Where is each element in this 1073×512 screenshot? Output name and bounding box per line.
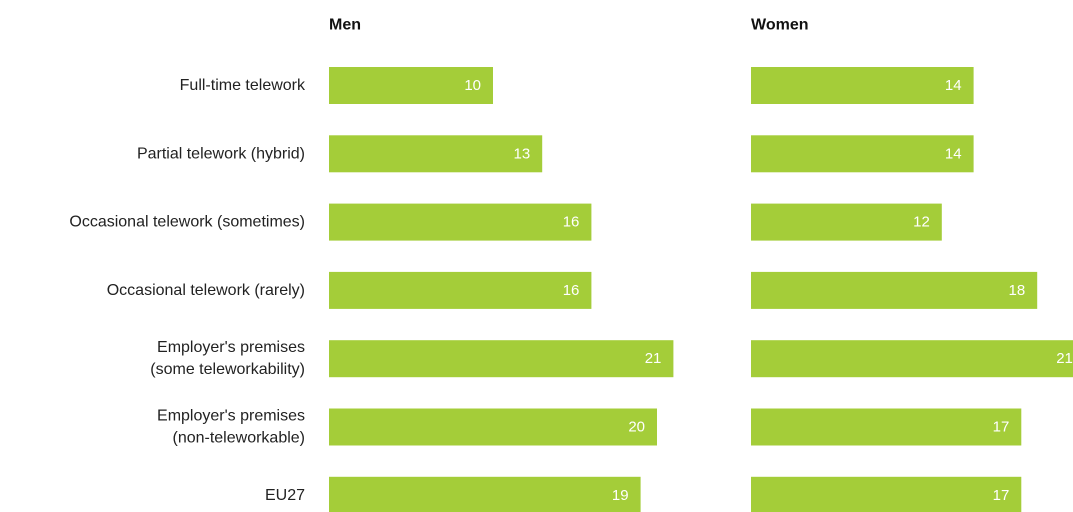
- category-label: Full-time telework: [180, 77, 306, 94]
- bar: [329, 271, 592, 309]
- category-label: (non-teleworkable): [172, 430, 305, 447]
- data-label: 19: [612, 487, 629, 504]
- category-label: EU27: [265, 487, 305, 504]
- data-label: 16: [563, 214, 580, 231]
- series-title: Men: [329, 17, 361, 34]
- bar: [329, 135, 543, 173]
- category-label: Partial telework (hybrid): [137, 145, 305, 162]
- category-label: Employer's premises: [157, 339, 305, 356]
- bar: [329, 203, 592, 241]
- data-label: 17: [993, 487, 1010, 504]
- bar: [751, 340, 1073, 378]
- bar: [751, 476, 1022, 512]
- data-label: 10: [464, 77, 481, 94]
- data-label: 20: [628, 419, 645, 436]
- bar: [329, 476, 641, 512]
- category-label: Employer's premises: [157, 408, 305, 425]
- bar: [329, 67, 493, 104]
- bar: [751, 135, 974, 173]
- data-label: 21: [1056, 350, 1073, 367]
- data-label: 14: [945, 77, 962, 94]
- data-label: 12: [913, 214, 930, 231]
- data-label: 16: [563, 282, 580, 299]
- bar: [751, 67, 974, 104]
- data-label: 17: [993, 419, 1010, 436]
- data-label: 14: [945, 145, 962, 162]
- bar: [329, 408, 657, 446]
- data-label: 13: [514, 145, 531, 162]
- bar: [751, 271, 1038, 309]
- bar: [751, 203, 942, 241]
- category-label: Occasional telework (rarely): [107, 282, 305, 299]
- category-label: Occasional telework (sometimes): [69, 214, 305, 231]
- bar: [329, 340, 674, 378]
- category-label: (some teleworkability): [150, 361, 305, 378]
- series-title: Women: [751, 17, 808, 34]
- bar: [751, 408, 1022, 446]
- data-label: 18: [1009, 282, 1026, 299]
- data-label: 21: [645, 350, 662, 367]
